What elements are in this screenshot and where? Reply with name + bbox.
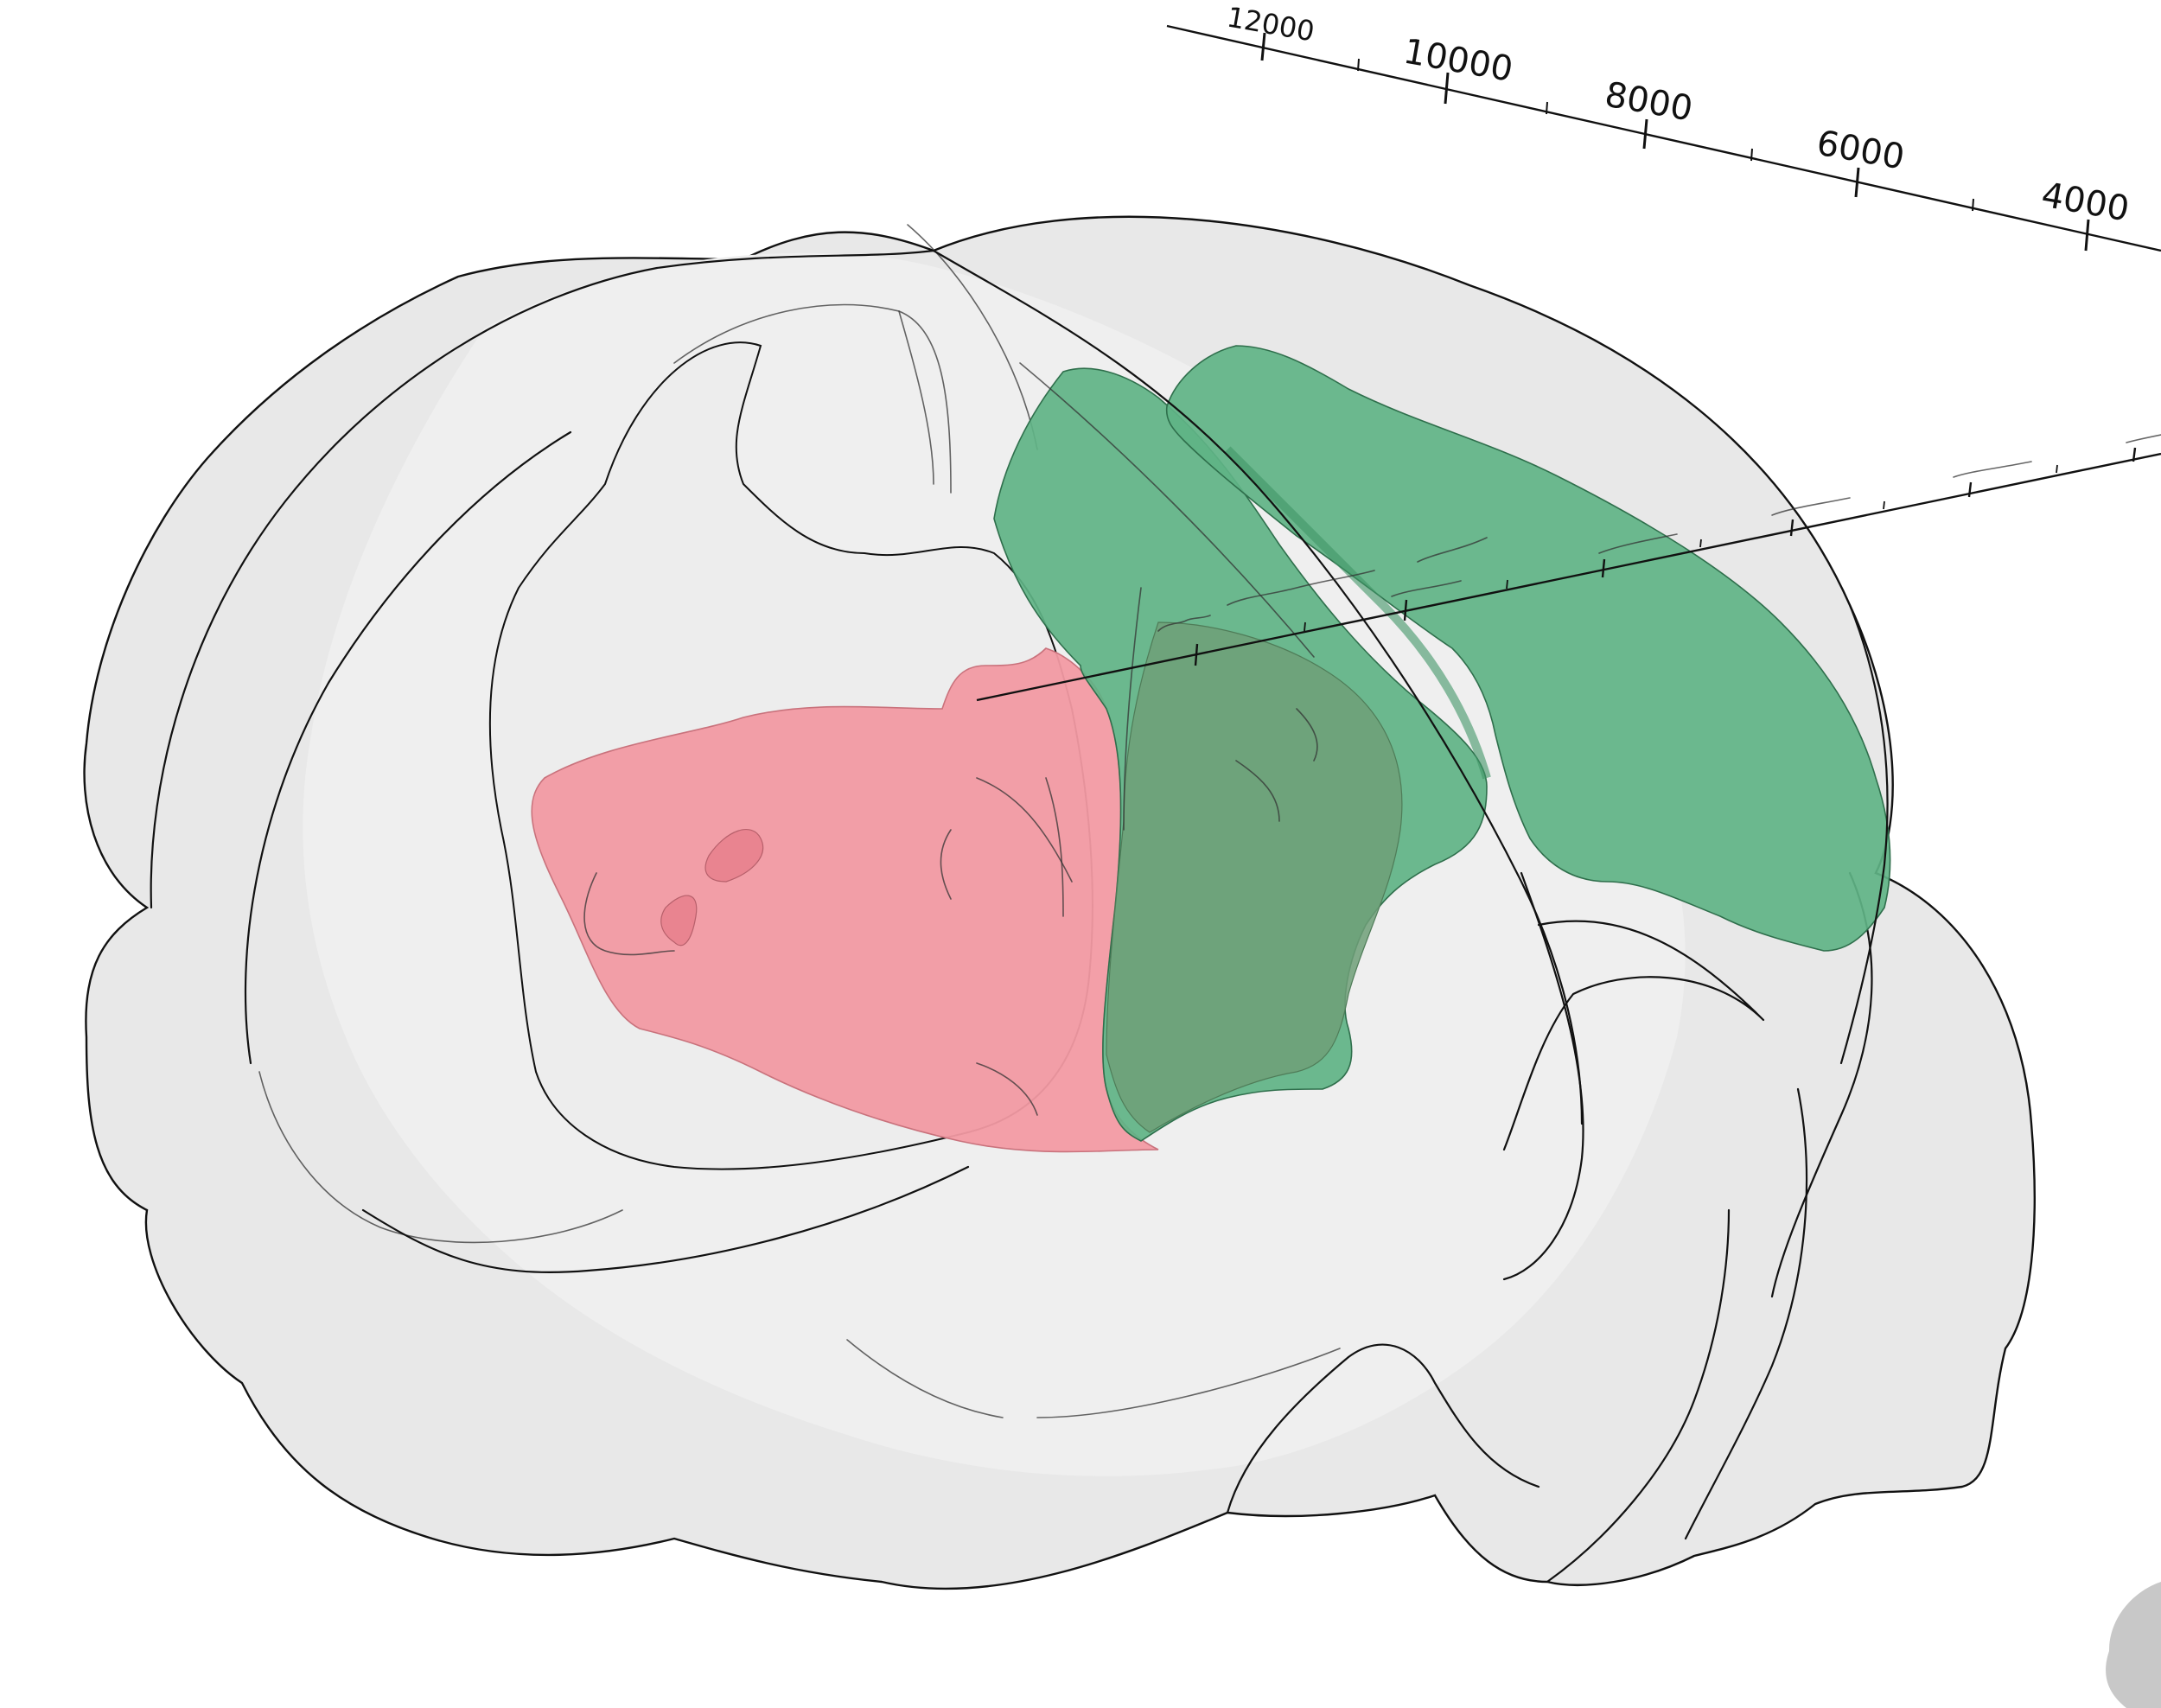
lower-arc [846, 1339, 1004, 1418]
depth-axis-minor-1 [1506, 579, 1508, 590]
depth-axis-tick-4 [1967, 481, 1973, 498]
red-inner-blob-2 [660, 895, 698, 946]
top-axis-tick-2 [1642, 118, 1648, 150]
green-front-fold-1 [1123, 587, 1142, 831]
left-ventral-curve [258, 1071, 623, 1244]
top-axis-tick-3 [1854, 167, 1860, 198]
depth-axis-label-4 [1598, 533, 1678, 554]
right-edge-stroke [1839, 603, 1889, 1065]
depth-axis-minor-2 [1699, 539, 1702, 548]
cerebellum-fold-2 [1546, 1208, 1731, 1584]
green-front-fold-3 [1296, 708, 1318, 762]
depth-axis-tick-2 [1601, 558, 1606, 578]
green-back-edge [1224, 446, 1491, 780]
depth-axis-tick-1 [1403, 599, 1408, 621]
rear-lobe-inner-curve [244, 430, 572, 1065]
top-axis-minor-2 [1750, 148, 1753, 162]
green-front-fold-2 [1235, 760, 1280, 822]
depth-axis-tick-5 [2132, 447, 2137, 462]
red-fold-3 [940, 829, 952, 900]
top-axis-line [1166, 24, 2161, 252]
top-axis-label-3: 6000 [1814, 124, 1907, 178]
top-axis-label-1: 10000 [1400, 32, 1515, 90]
green-region-front [993, 367, 1488, 1142]
depth-axis-minor-4 [2056, 464, 2058, 474]
depth-axis-line [976, 452, 2161, 702]
green-red-overlap [1106, 621, 1403, 1133]
top-axis: 12000 10000 8000 6000 4000 [1166, 0, 2161, 252]
depth-axis [976, 434, 2161, 702]
red-fold-5 [976, 1062, 1038, 1116]
depth-axis-label-0 [1157, 615, 1211, 632]
red-region [531, 647, 1159, 1153]
cerebellum-fold-1 [1226, 1343, 1540, 1514]
ventral-wing [1502, 920, 1765, 1151]
top-arch-3 [907, 224, 1038, 450]
red-fold-2 [976, 777, 1073, 883]
lower-arc-2 [1036, 1348, 1341, 1418]
corner-blob [2106, 1582, 2161, 1708]
rear-lobe-outline [150, 249, 935, 909]
top-arch-2 [898, 310, 934, 485]
bottom-fold [361, 1165, 970, 1274]
red-fold-1 [583, 872, 675, 956]
top-axis-tick-4 [2084, 219, 2090, 252]
depth-axis-minor-0 [1304, 621, 1306, 632]
top-axis-label-0: 12000 [1225, 0, 1317, 48]
top-axis-minor-0 [1357, 58, 1360, 72]
red-inner-blob [704, 829, 764, 883]
depth-axis-label-6 [1953, 461, 2032, 478]
red-fold-4 [1045, 777, 1064, 917]
depth-axis-label-1 [1227, 570, 1375, 606]
midline-stroke-2 [1019, 362, 1315, 658]
depth-axis-tick-0 [1194, 643, 1199, 666]
green-back-body [1165, 345, 1891, 952]
depth-axis-label-5 [1771, 497, 1851, 516]
green-region-back [1165, 345, 1891, 952]
depth-axis-label-7 [2126, 434, 2161, 443]
midline-stroke [932, 249, 1584, 1125]
top-axis-tick-0 [1260, 32, 1266, 61]
midline-curve [1502, 871, 1584, 1281]
top-axis-label-4: 4000 [2038, 175, 2132, 230]
depth-axis-tick-3 [1789, 519, 1794, 537]
top-axis-minor-1 [1546, 101, 1548, 115]
depth-axis-label-3 [1417, 537, 1488, 563]
cerebellum-fold-3 [1684, 1087, 1808, 1540]
top-axis-label-2: 8000 [1602, 75, 1695, 130]
top-axis-tick-1 [1444, 72, 1450, 105]
right-shell-inner [1770, 871, 1873, 1298]
depth-axis-label-2 [1391, 580, 1462, 597]
